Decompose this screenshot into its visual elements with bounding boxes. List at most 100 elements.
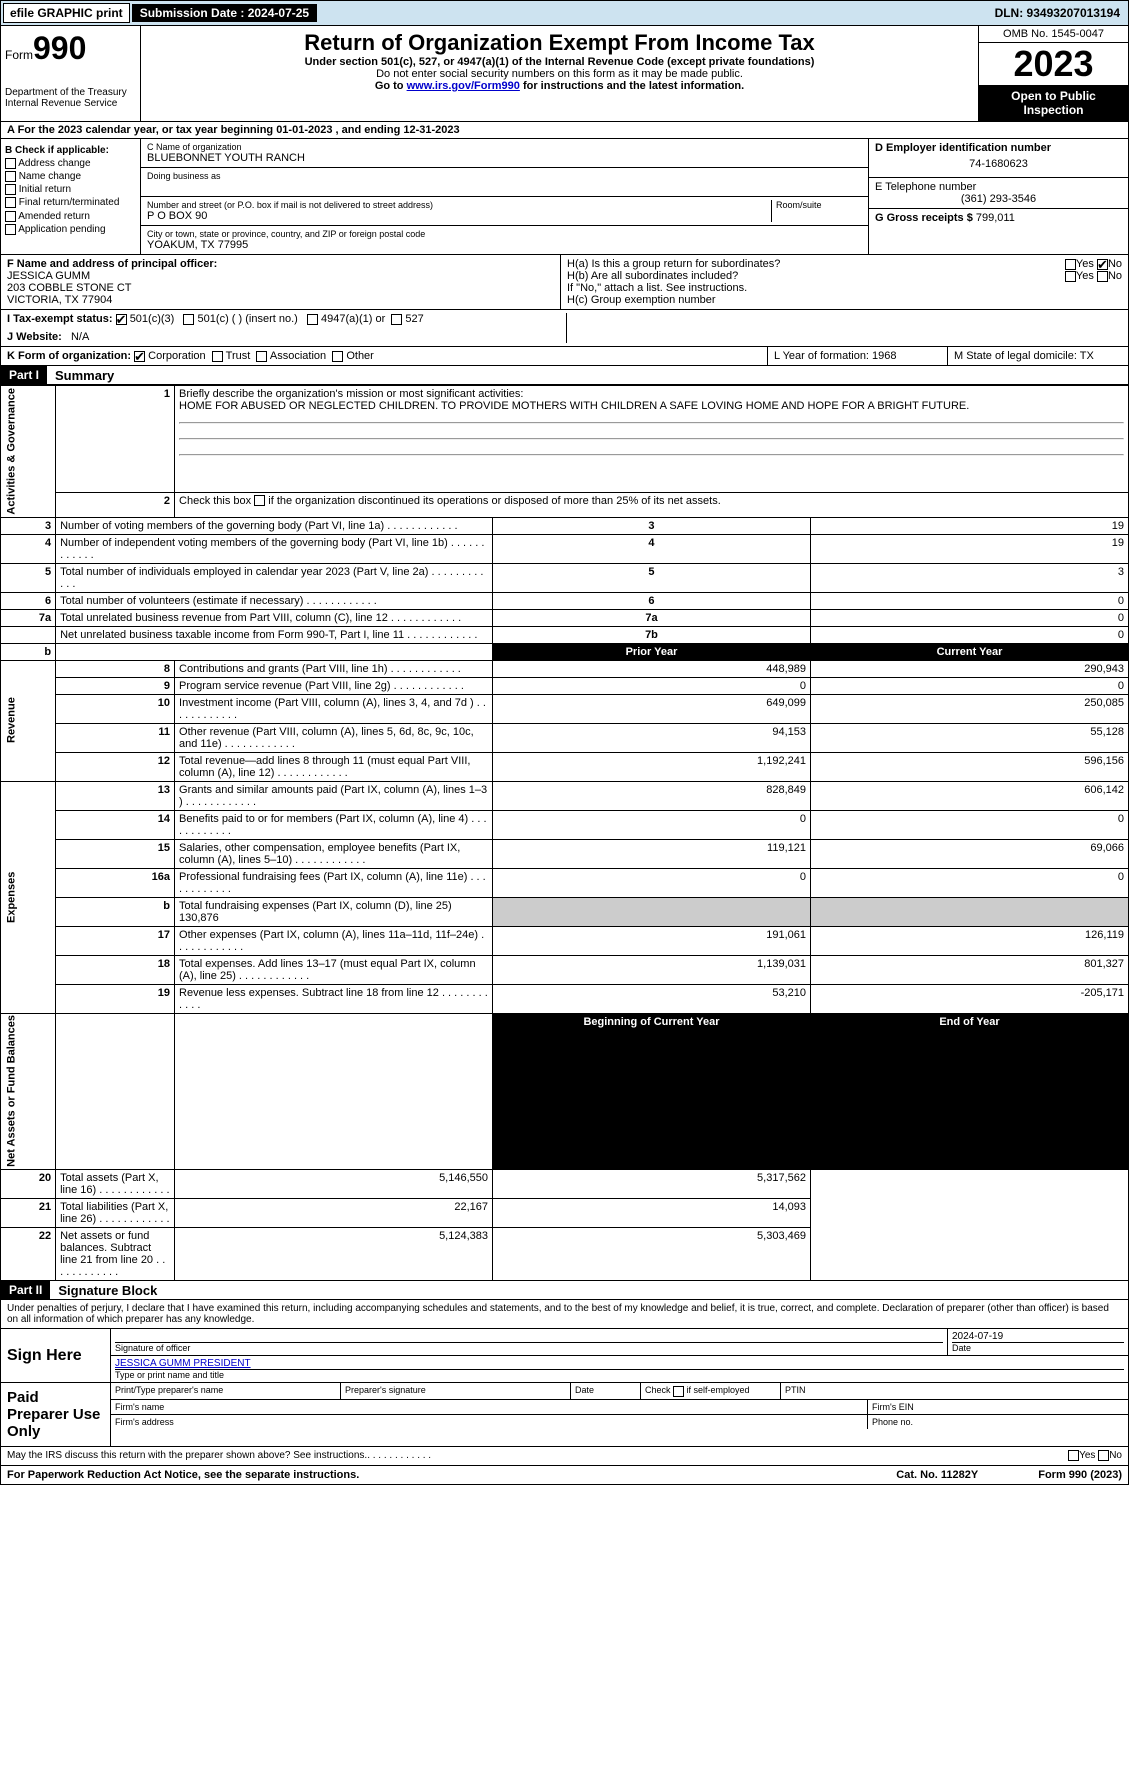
omb-number: OMB No. 1545-0047 bbox=[979, 26, 1128, 43]
dba-label: Doing business as bbox=[147, 171, 862, 181]
cb-501c3[interactable] bbox=[116, 314, 127, 325]
line-desc: Net unrelated business taxable income fr… bbox=[56, 626, 493, 643]
cb-hb-no[interactable] bbox=[1097, 271, 1108, 282]
cb-amended-return[interactable] bbox=[5, 211, 16, 222]
vlabel-exp: Expenses bbox=[1, 781, 56, 1013]
line-desc: Number of voting members of the governin… bbox=[56, 517, 493, 534]
tax-year: 2023 bbox=[979, 43, 1128, 85]
cb-assoc[interactable] bbox=[256, 351, 267, 362]
ha-label: H(a) Is this a group return for subordin… bbox=[567, 258, 780, 270]
sig-date: 2024-07-19 bbox=[952, 1331, 1124, 1342]
cat-no: Cat. No. 11282Y bbox=[896, 1469, 978, 1481]
line-desc: Benefits paid to or for members (Part IX… bbox=[175, 810, 493, 839]
line-desc: Total assets (Part X, line 16) bbox=[56, 1170, 175, 1199]
line-desc: Revenue less expenses. Subtract line 18 … bbox=[175, 984, 493, 1013]
line-num: 5 bbox=[1, 563, 56, 592]
pra-notice: For Paperwork Reduction Act Notice, see … bbox=[7, 1469, 359, 1481]
efile-print-button[interactable]: efile GRAPHIC print bbox=[3, 3, 130, 23]
box-f-label: F Name and address of principal officer: bbox=[7, 258, 554, 270]
prior-val: 0 bbox=[493, 677, 811, 694]
cb-app-pending[interactable] bbox=[5, 224, 16, 235]
cb-final-return[interactable] bbox=[5, 197, 16, 208]
cb-address-change[interactable] bbox=[5, 158, 16, 169]
sign-here-label: Sign Here bbox=[1, 1329, 111, 1382]
line-num: 6 bbox=[1, 592, 56, 609]
cb-discuss-yes[interactable] bbox=[1068, 1450, 1079, 1461]
curr-val: 606,142 bbox=[810, 781, 1128, 810]
prior-val: 1,192,241 bbox=[493, 752, 811, 781]
line-num: 10 bbox=[56, 694, 175, 723]
curr-val: 290,943 bbox=[810, 660, 1128, 677]
line-num: 18 bbox=[56, 955, 175, 984]
line-num: 13 bbox=[56, 781, 175, 810]
vlabel-na: Net Assets or Fund Balances bbox=[1, 1013, 56, 1170]
lbl-no2: No bbox=[1108, 270, 1122, 282]
cb-4947[interactable] bbox=[307, 314, 318, 325]
dept-treasury: Department of the Treasury Internal Reve… bbox=[5, 87, 136, 109]
ptin-label: PTIN bbox=[781, 1383, 1128, 1398]
lbl-4947: 4947(a)(1) or bbox=[321, 313, 385, 325]
box-l: L Year of formation: 1968 bbox=[768, 347, 948, 365]
cb-discuss-no[interactable] bbox=[1098, 1450, 1109, 1461]
hb-label: H(b) Are all subordinates included? bbox=[567, 270, 738, 282]
street-label: Number and street (or P.O. box if mail i… bbox=[147, 200, 767, 210]
box-d-label: D Employer identification number bbox=[875, 142, 1122, 154]
line-key: 6 bbox=[493, 592, 811, 609]
cb-line2[interactable] bbox=[254, 495, 265, 506]
cb-other[interactable] bbox=[332, 351, 343, 362]
line-num: 8 bbox=[56, 660, 175, 677]
lbl-d-yes: Yes bbox=[1079, 1451, 1095, 1462]
form-footer: Form 990 (2023) bbox=[1038, 1469, 1122, 1481]
cb-527[interactable] bbox=[391, 314, 402, 325]
public-inspection: Open to Public Inspection bbox=[979, 85, 1128, 121]
ein-value: 74-1680623 bbox=[875, 154, 1122, 174]
curr-val: -205,171 bbox=[810, 984, 1128, 1013]
hdr-prior: Prior Year bbox=[493, 643, 811, 660]
cb-name-change[interactable] bbox=[5, 171, 16, 182]
line-num: 12 bbox=[56, 752, 175, 781]
line-desc: Contributions and grants (Part VIII, lin… bbox=[175, 660, 493, 677]
goto-pre: Go to bbox=[375, 80, 407, 92]
curr-val: 0 bbox=[810, 810, 1128, 839]
hdr-beg: Beginning of Current Year bbox=[493, 1013, 811, 1170]
firm-addr-label: Firm's address bbox=[111, 1415, 868, 1429]
cb-ha-yes[interactable] bbox=[1065, 259, 1076, 270]
line-num: 16a bbox=[56, 868, 175, 897]
line-val: 0 bbox=[810, 626, 1128, 643]
line-num: 19 bbox=[56, 984, 175, 1013]
line-val: 19 bbox=[810, 534, 1128, 563]
cb-hb-yes[interactable] bbox=[1065, 271, 1076, 282]
boxes-f-h: F Name and address of principal officer:… bbox=[0, 255, 1129, 310]
cb-corp[interactable] bbox=[134, 351, 145, 362]
cb-501c[interactable] bbox=[183, 314, 194, 325]
cb-ha-no[interactable] bbox=[1097, 259, 1108, 270]
discuss-text: May the IRS discuss this return with the… bbox=[7, 1450, 367, 1461]
lbl-amended-return: Amended return bbox=[18, 211, 90, 222]
line-num: 11 bbox=[56, 723, 175, 752]
boxes-b-through-g: B Check if applicable: Address change Na… bbox=[0, 139, 1129, 255]
hc-label: H(c) Group exemption number bbox=[567, 294, 1122, 306]
signature-block: Sign Here Signature of officer 2024-07-1… bbox=[0, 1329, 1129, 1447]
prior-val: 22,167 bbox=[175, 1199, 493, 1228]
line-val: 0 bbox=[810, 592, 1128, 609]
prep-name-label: Print/Type preparer's name bbox=[111, 1383, 341, 1398]
line-num: 20 bbox=[1, 1170, 56, 1199]
lbl-address-change: Address change bbox=[18, 158, 90, 169]
row-k-label: K Form of organization: bbox=[7, 350, 131, 362]
line-desc: Total liabilities (Part X, line 26) bbox=[56, 1199, 175, 1228]
line-desc: Grants and similar amounts paid (Part IX… bbox=[175, 781, 493, 810]
prep-date-label: Date bbox=[571, 1383, 641, 1398]
line-2-num: 2 bbox=[56, 492, 175, 517]
prior-val: 0 bbox=[493, 810, 811, 839]
cb-trust[interactable] bbox=[212, 351, 223, 362]
irs-link[interactable]: www.irs.gov/Form990 bbox=[407, 80, 520, 92]
prior-val: 119,121 bbox=[493, 839, 811, 868]
lbl-other: Other bbox=[346, 350, 374, 362]
line-num: 21 bbox=[1, 1199, 56, 1228]
line-desc: Total expenses. Add lines 13–17 (must eq… bbox=[175, 955, 493, 984]
form-header: Form990 Department of the Treasury Inter… bbox=[0, 26, 1129, 122]
cb-initial-return[interactable] bbox=[5, 184, 16, 195]
prior-val: 53,210 bbox=[493, 984, 811, 1013]
vlabel-ag: Activities & Governance bbox=[1, 386, 56, 518]
cb-self-employed[interactable] bbox=[673, 1386, 684, 1397]
